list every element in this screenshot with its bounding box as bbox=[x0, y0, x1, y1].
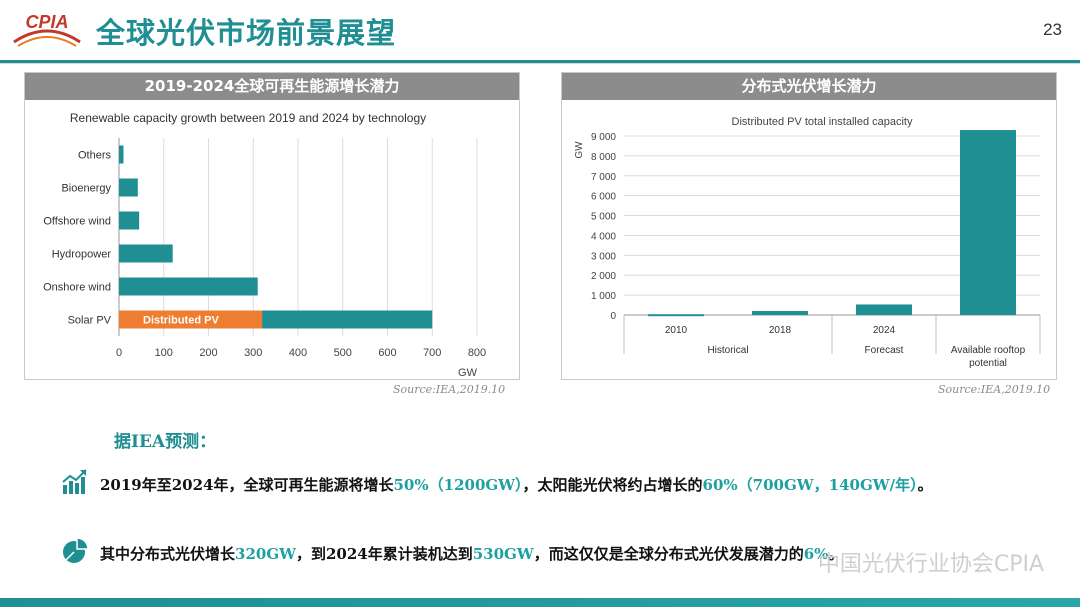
y-tick-label: 3 000 bbox=[591, 251, 616, 262]
watermark: 中国光伏行业协会CPIA bbox=[817, 552, 1044, 577]
x-tick-label: 800 bbox=[468, 347, 486, 359]
x-tick-label: 400 bbox=[289, 347, 307, 359]
x-tick-label: 0 bbox=[116, 347, 122, 359]
distributed-pv-label: Distributed PV bbox=[143, 315, 219, 327]
group-label: Forecast bbox=[865, 345, 904, 356]
bar bbox=[856, 304, 912, 315]
left-panel-header: 2019-2024全球可再生能源增长潜力 bbox=[25, 73, 519, 100]
y-tick-label: 4 000 bbox=[591, 231, 616, 242]
footer-bar bbox=[0, 598, 1080, 607]
category-label: Bioenergy bbox=[61, 183, 111, 195]
bar bbox=[752, 311, 808, 315]
bar bbox=[119, 178, 138, 197]
category-label: 2024 bbox=[873, 325, 896, 336]
page-title: 全球光伏市场前景展望 bbox=[96, 16, 397, 50]
growth-chart-icon bbox=[62, 469, 87, 494]
y-tick-label: 7 000 bbox=[591, 172, 616, 183]
y-tick-label: 9 000 bbox=[591, 132, 616, 143]
bar bbox=[119, 244, 173, 263]
x-tick-label: 200 bbox=[199, 347, 217, 359]
prediction-bullet-2: 其中分布式光伏增长320GW，到2024年累计装机达到530GW，而这仅仅是全球… bbox=[100, 545, 844, 563]
renewable-growth-chart: Renewable capacity growth between 2019 a… bbox=[43, 111, 486, 379]
logo-text: CPIA bbox=[25, 12, 68, 32]
chart-title: Distributed PV total installed capacity bbox=[732, 116, 913, 128]
distributed-pv-chart: Distributed PV total installed capacity G… bbox=[574, 116, 1041, 369]
y-tick-label: 6 000 bbox=[591, 192, 616, 203]
group-label: potential bbox=[969, 358, 1007, 369]
bar bbox=[119, 211, 140, 230]
group-label: Available rooftop bbox=[951, 345, 1026, 356]
bar bbox=[648, 314, 704, 317]
cpia-logo: CPIA bbox=[13, 12, 81, 47]
category-label: Others bbox=[78, 150, 112, 162]
category-label: Onshore wind bbox=[43, 282, 111, 294]
x-tick-label: 100 bbox=[155, 347, 173, 359]
category-label: Solar PV bbox=[68, 315, 112, 327]
bar bbox=[960, 130, 1016, 315]
group-label: Historical bbox=[707, 345, 748, 356]
y-tick-label: 2 000 bbox=[591, 271, 616, 282]
y-tick-label: 8 000 bbox=[591, 152, 616, 163]
x-tick-label: 700 bbox=[423, 347, 441, 359]
category-label: 2018 bbox=[769, 325, 792, 336]
x-tick-label: 600 bbox=[378, 347, 396, 359]
distributed-pv-bar bbox=[119, 310, 263, 329]
y-tick-label: 1 000 bbox=[591, 291, 616, 302]
left-chart-panel: 2019-2024全球可再生能源增长潜力 Renewable capacity … bbox=[24, 72, 520, 380]
category-label: Offshore wind bbox=[43, 216, 111, 228]
header-divider-shadow bbox=[0, 63, 1080, 64]
bar bbox=[119, 277, 258, 296]
category-label: 2010 bbox=[665, 325, 688, 336]
bar bbox=[119, 145, 124, 164]
chart-title: Renewable capacity growth between 2019 a… bbox=[70, 111, 426, 125]
y-axis-label: GW bbox=[574, 141, 585, 159]
header-divider bbox=[0, 60, 1080, 63]
y-tick-label: 5 000 bbox=[591, 212, 616, 223]
right-source: Source:IEA,2019.10 bbox=[938, 383, 1051, 396]
category-label: Hydropower bbox=[52, 249, 112, 261]
pie-chart-icon bbox=[63, 537, 89, 563]
left-source: Source:IEA,2019.10 bbox=[393, 383, 506, 396]
y-tick-label: 0 bbox=[610, 311, 616, 322]
x-tick-label: 300 bbox=[244, 347, 262, 359]
x-tick-label: 500 bbox=[334, 347, 352, 359]
page-number: 23 bbox=[1043, 20, 1062, 39]
prediction-bullet-1: 2019年至2024年，全球可再生能源将增长50%（1200GW），太阳能光伏将… bbox=[100, 476, 933, 494]
x-axis-label: GW bbox=[458, 367, 478, 379]
right-chart-panel: 分布式光伏增长潜力 Distributed PV total installed… bbox=[561, 72, 1057, 380]
right-panel-header: 分布式光伏增长潜力 bbox=[562, 73, 1056, 100]
prediction-title: 据IEA预测： bbox=[114, 432, 217, 452]
